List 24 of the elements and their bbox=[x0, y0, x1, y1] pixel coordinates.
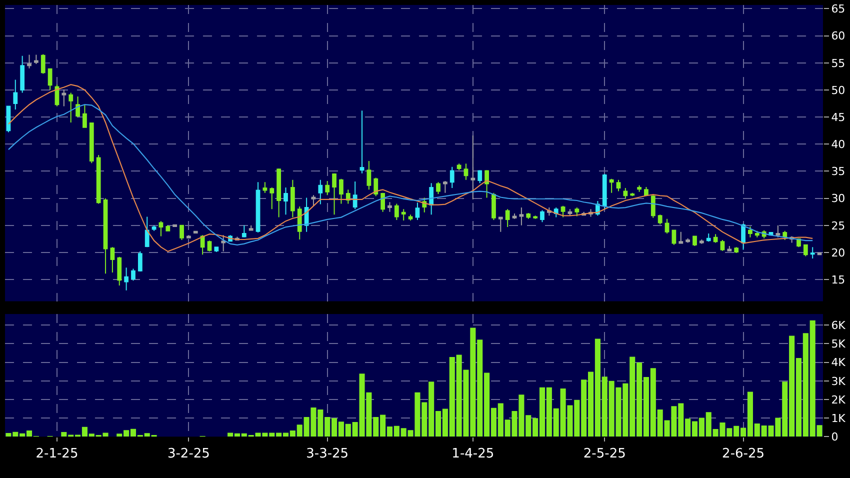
x-tick-label: 2-6-25 bbox=[722, 446, 765, 462]
y-tick-label: 2K bbox=[831, 393, 846, 406]
y-tick-label: 4K bbox=[831, 356, 846, 370]
y-tick-label: 15 bbox=[831, 273, 846, 286]
y-tick-label: 0 bbox=[831, 430, 838, 444]
y-tick-label: 55 bbox=[831, 56, 846, 70]
x-tick-label: 3-2-25 bbox=[167, 446, 210, 462]
y-tick-label: 30 bbox=[831, 192, 846, 206]
x-tick-label: 2-5-25 bbox=[583, 446, 626, 462]
y-tick-label: 35 bbox=[831, 165, 846, 178]
y-tick-label: 50 bbox=[831, 84, 846, 97]
y-tick-label: 25 bbox=[831, 219, 846, 232]
y-tick-label: 6K bbox=[831, 319, 846, 332]
y-tick-label: 40 bbox=[831, 138, 846, 152]
x-tick-label: 2-1-25 bbox=[36, 446, 78, 462]
y-tick-label: 3K bbox=[831, 374, 846, 388]
y-tick-label: 45 bbox=[831, 110, 846, 124]
x-tick-label: 3-3-25 bbox=[306, 446, 349, 462]
x-tick-label: 1-4-25 bbox=[452, 446, 494, 462]
y-tick-label: 60 bbox=[831, 30, 846, 43]
y-tick-label: 1K bbox=[831, 412, 846, 425]
y-tick-label: 65 bbox=[831, 2, 846, 16]
y-tick-label: 5K bbox=[831, 338, 846, 351]
y-tick-label: 20 bbox=[831, 246, 846, 260]
